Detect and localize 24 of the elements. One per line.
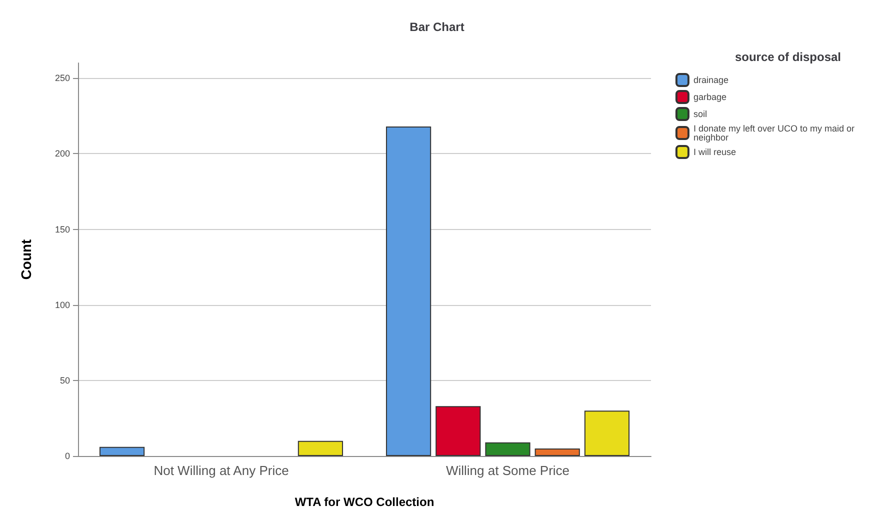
chart-title: Bar Chart <box>410 20 464 34</box>
x-axis-title: WTA for WCO Collection <box>294 495 434 509</box>
bar <box>386 126 432 456</box>
y-tick-label: 100 <box>54 300 70 310</box>
bar <box>485 442 530 456</box>
legend-label: I will reuse <box>693 147 736 157</box>
x-tick-label: Willing at Some Price <box>446 463 570 478</box>
y-tick-label: 50 <box>60 375 70 386</box>
legend-label: soil <box>693 109 707 119</box>
bar <box>298 440 344 456</box>
y-tick-label: 0 <box>64 451 70 461</box>
bar <box>584 410 630 456</box>
legend-label: I donate my left over UCO to my maid or neighbor <box>693 124 858 142</box>
legend-label: drainage <box>693 75 728 85</box>
y-axis-title: Count <box>18 238 34 280</box>
x-tick-label: Not Willing at Any Price <box>154 463 289 478</box>
bar <box>99 446 145 456</box>
y-tick-label: 200 <box>54 148 70 159</box>
bar <box>436 406 481 456</box>
legend-label: garbage <box>693 92 726 102</box>
bar <box>534 448 580 456</box>
y-tick-label: 150 <box>54 224 70 234</box>
legend-title: source of disposal <box>734 50 842 64</box>
y-tick-label: 250 <box>54 73 70 84</box>
